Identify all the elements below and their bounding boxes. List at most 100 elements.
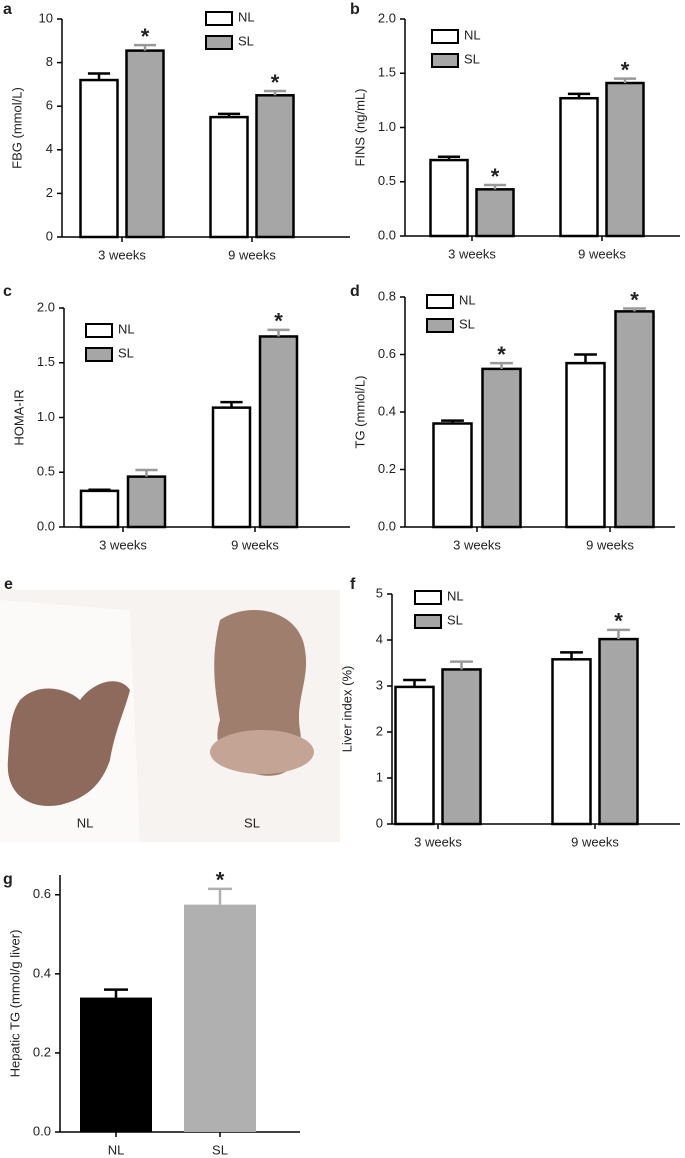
x-tick-label: 3 weeks xyxy=(453,537,501,552)
error-bar xyxy=(560,651,583,660)
x-tick-label: 9 weeks xyxy=(578,246,626,261)
y-tick-label: 5 xyxy=(376,585,383,600)
bar xyxy=(429,158,469,238)
legend-label: SL xyxy=(238,33,254,48)
bar xyxy=(125,49,165,239)
bar-chart: d TG (mmol/L) 0.0 0.2 0.4 0.6 0.8 3 weeks 9 week… xyxy=(350,283,675,552)
error-bar xyxy=(574,353,597,364)
y-tick-label: 0.0 xyxy=(37,518,55,533)
liver-nl xyxy=(7,681,131,806)
x-tick-label: 9 weeks xyxy=(231,537,279,552)
bar xyxy=(598,637,639,826)
x-tick-label: 3 weeks xyxy=(98,247,146,262)
error-bar xyxy=(208,887,232,905)
y-tick-label: 0.0 xyxy=(33,1123,51,1138)
bar xyxy=(614,310,655,529)
y-tick-label: 4 xyxy=(376,631,383,646)
x-tick-label: SL xyxy=(212,1142,228,1157)
bar xyxy=(211,406,252,529)
y-tick-label: 1 xyxy=(376,769,383,784)
legend-label: SL xyxy=(464,51,480,66)
significance-mark: * xyxy=(141,24,150,49)
y-tick-label: 0.0 xyxy=(378,227,396,242)
y-tick-label: 0.2 xyxy=(33,1044,51,1059)
legend-swatch xyxy=(205,35,233,50)
x-tick-label: NL xyxy=(108,1142,125,1157)
y-axis-label: FBG (mmol/L) xyxy=(9,87,24,169)
y-tick-label: 2.0 xyxy=(37,299,55,314)
bar-chart: a FBG (mmol/L) 0 2 4 6 8 10 3 weeks 9 weeks NL * * SL xyxy=(3,1,350,262)
y-axis-label: Liver index (%) xyxy=(339,666,354,753)
legend-label: NL xyxy=(464,27,481,42)
legend-label: NL xyxy=(118,321,135,336)
bar xyxy=(475,188,515,238)
y-axis-label: TG (mmol/L) xyxy=(352,376,367,449)
significance-mark: * xyxy=(271,70,280,95)
bar xyxy=(565,361,606,529)
legend-label: SL xyxy=(459,316,475,331)
legend-label: NL xyxy=(447,588,464,603)
y-axis-label: FINS (ng/mL) xyxy=(352,88,367,166)
legend-label: SL xyxy=(447,612,463,627)
photo-label: SL xyxy=(244,815,260,830)
y-tick-label: 0 xyxy=(46,228,53,243)
y-tick-label: 2.0 xyxy=(378,10,396,25)
x-tick-label: 3 weeks xyxy=(99,537,147,552)
bar-chart: c HOMA-IR 0.0 0.5 1.0 1.5 2.0 3 weeks 9 weeks NL *… xyxy=(3,283,350,552)
error-bar xyxy=(403,678,426,687)
y-axis-label: HOMA-IR xyxy=(11,389,26,445)
y-tick-label: 0 xyxy=(376,815,383,830)
y-tick-label: 0.2 xyxy=(378,461,396,476)
error-bar xyxy=(607,628,630,640)
y-tick-label: 8 xyxy=(46,54,53,69)
legend-label: SL xyxy=(118,345,134,360)
y-tick-label: 6 xyxy=(46,98,53,113)
bar xyxy=(126,475,167,529)
error-bar xyxy=(104,988,128,998)
y-tick-label: 0.6 xyxy=(33,886,51,901)
y-tick-label: 0.4 xyxy=(33,965,51,980)
bar xyxy=(605,81,645,238)
bar xyxy=(79,78,119,239)
panel-letter: g xyxy=(3,871,13,888)
error-bar xyxy=(490,361,513,369)
y-tick-label: 0.4 xyxy=(378,403,396,418)
error-bar xyxy=(267,328,290,337)
error-bar xyxy=(133,43,157,51)
y-tick-label: 1.0 xyxy=(378,119,396,134)
panel-letter: e xyxy=(4,576,13,593)
x-tick-label: 9 weeks xyxy=(228,247,276,262)
panel-letter: a xyxy=(3,1,12,18)
legend-swatch xyxy=(414,614,442,629)
bar xyxy=(551,658,592,826)
liver-sl-lobe xyxy=(210,730,314,774)
panel-letter: b xyxy=(350,1,360,18)
y-tick-label: 2 xyxy=(376,723,383,738)
significance-mark: * xyxy=(497,342,506,367)
bar xyxy=(559,96,599,238)
bar xyxy=(184,904,256,1132)
y-tick-label: 3 xyxy=(376,677,383,692)
error-bar xyxy=(263,89,287,96)
y-axis-label: Hepatic TG (mmol/g liver) xyxy=(7,930,22,1078)
legend-swatch xyxy=(431,29,459,44)
y-tick-label: 10 xyxy=(39,10,53,25)
error-bar xyxy=(87,72,111,81)
error-bar xyxy=(217,112,241,118)
bar xyxy=(209,115,249,239)
significance-mark: * xyxy=(491,164,500,189)
error-bar xyxy=(567,92,591,99)
y-tick-label: 1.5 xyxy=(378,65,396,80)
error-bar xyxy=(88,488,111,492)
legend-swatch xyxy=(426,318,454,333)
significance-mark: * xyxy=(274,309,283,334)
bar xyxy=(481,367,522,529)
bar xyxy=(255,94,295,239)
legend-swatch xyxy=(205,11,233,26)
y-tick-label: 0.8 xyxy=(378,288,396,303)
x-tick-label: 9 weeks xyxy=(586,537,634,552)
legend-swatch xyxy=(85,347,113,362)
liver-photo: NL SL e xyxy=(0,576,340,842)
legend-swatch xyxy=(414,590,442,605)
error-bar xyxy=(623,307,646,312)
